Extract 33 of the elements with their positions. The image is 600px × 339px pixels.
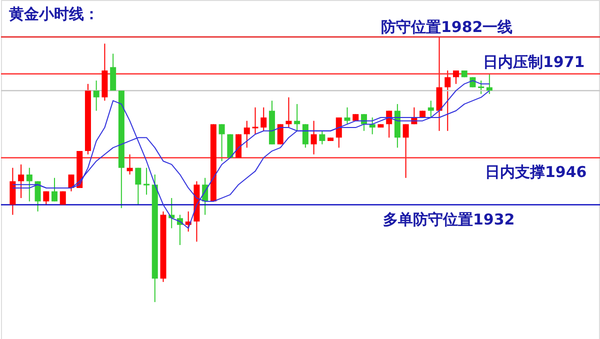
candlestick (52, 177, 58, 202)
candlestick (244, 120, 250, 148)
candlestick (18, 164, 24, 199)
candlestick (336, 116, 342, 148)
candlestick (135, 167, 142, 206)
candlestick (452, 70, 459, 84)
candlestick (319, 130, 326, 145)
ref-line-label: 日内支撑1946 (485, 162, 587, 181)
candlestick (34, 180, 41, 212)
candlestick (444, 70, 451, 132)
candlestick (310, 120, 317, 155)
candlestick (477, 80, 485, 94)
candlestick (93, 80, 100, 112)
ref-line-label: 多单防守位置1932 (383, 210, 515, 229)
candlestick (402, 124, 409, 178)
candlestick (260, 106, 267, 132)
candlestick (277, 124, 284, 145)
candlestick (252, 106, 259, 135)
candlestick (110, 53, 116, 92)
candlestick (369, 116, 376, 135)
candlestick (43, 190, 50, 206)
candlestick (302, 124, 308, 148)
candlestick (142, 167, 150, 196)
candlestick (218, 124, 225, 162)
candlestick (436, 36, 442, 132)
candlestick (344, 106, 350, 125)
chart-title: 黄金小时线： (8, 5, 99, 23)
ref-line-label: 日内压制1971 (483, 52, 585, 71)
candlestick (428, 100, 434, 118)
ref-line-label: 防守位置1982一线 (381, 18, 513, 36)
candlestick (68, 174, 74, 192)
candlestick (26, 167, 32, 202)
candlestick (10, 167, 16, 216)
